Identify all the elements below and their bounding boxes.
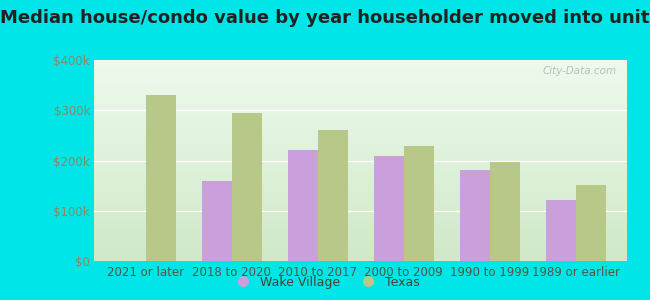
- Bar: [146, 95, 176, 261]
- Legend: Wake Village, Texas: Wake Village, Texas: [225, 271, 425, 294]
- Bar: [232, 113, 262, 261]
- Bar: [374, 157, 404, 261]
- Bar: [545, 200, 576, 261]
- Bar: [288, 150, 318, 261]
- Bar: [489, 161, 520, 261]
- Bar: [576, 184, 606, 261]
- Bar: [404, 146, 434, 261]
- Text: Median house/condo value by year householder moved into unit: Median house/condo value by year househo…: [0, 9, 650, 27]
- Bar: [202, 181, 232, 261]
- Bar: [460, 169, 489, 261]
- Text: City-Data.com: City-Data.com: [543, 66, 617, 76]
- Bar: [318, 130, 348, 261]
